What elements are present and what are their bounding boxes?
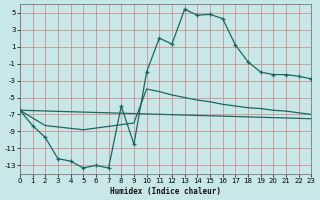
X-axis label: Humidex (Indice chaleur): Humidex (Indice chaleur): [110, 187, 221, 196]
